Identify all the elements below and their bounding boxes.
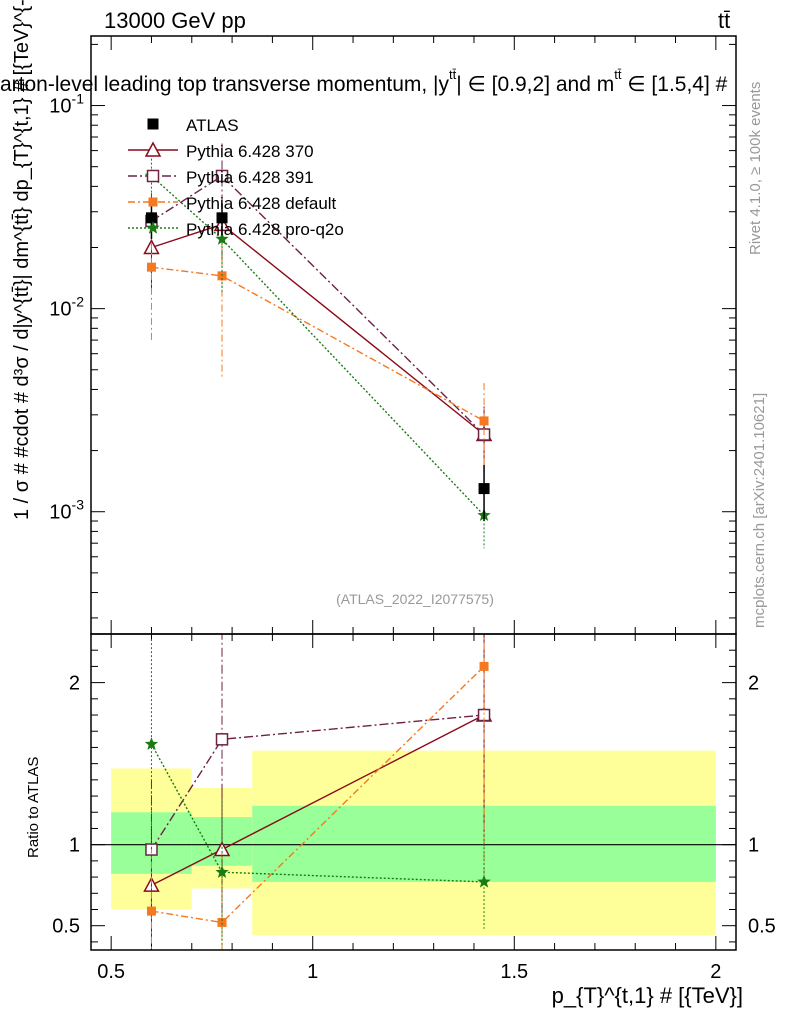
ratio-plot-frame: [90, 633, 737, 951]
ratio-point-2: [146, 906, 156, 916]
plot-title-mid: | ∈ [0.9,2] and m: [456, 73, 614, 96]
series-line-2: [151, 266, 485, 422]
ratio-point-1: [215, 733, 229, 746]
legend-label-2: Pythia 6.428 default: [186, 194, 337, 213]
x-tick-label: 2: [710, 961, 721, 983]
series-line-1: [151, 175, 485, 435]
ratio-point-3: [215, 865, 229, 878]
plot-title-end: ∈ [1.5,4] #: [621, 73, 727, 96]
plot-title-main: arton-level leading top transverse momen…: [0, 73, 449, 96]
legend-marker-3: [146, 221, 160, 234]
data-point: [216, 212, 228, 224]
ratio-tick-label-left: 2: [69, 673, 80, 695]
data-point: [478, 483, 490, 495]
y-tick-label: 10-3: [49, 497, 84, 524]
energy-label: 13000 GeV pp: [104, 8, 246, 33]
ratio-tick-label-left: 1: [69, 835, 80, 857]
series-line-3: [151, 175, 485, 516]
series-point-2: [146, 262, 156, 272]
ratio-point-3: [144, 737, 159, 750]
ratio-tick-label-right: 0.5: [748, 916, 776, 938]
series-point-3: [215, 232, 229, 245]
legend-label-data: ATLAS: [186, 116, 239, 135]
rivet-label: Rivet 4.1.0, ≥ 100k events: [747, 82, 764, 255]
plot-title: arton-level leading top transverse momen…: [0, 67, 728, 96]
ratio-tick-label-right: 1: [748, 835, 759, 857]
ratio-y-axis-label: Ratio to ATLAS: [25, 757, 42, 858]
x-tick-label: 0.5: [97, 961, 125, 983]
ratio-point-3: [477, 874, 491, 888]
legend-marker-data: [147, 118, 159, 130]
legend-label-3: Pythia 6.428 pro-q2o: [186, 220, 344, 239]
mcplots-label: mcplots.cern.ch [arXiv:2401.10621]: [751, 393, 768, 628]
y-tick-label: 10-2: [49, 294, 84, 321]
legend-marker-2: [148, 197, 158, 207]
ratio-tick-label-right: 2: [748, 673, 759, 695]
series-point-1: [215, 169, 229, 183]
x-axis-label: p_{T}^{t,1} # [{TeV}]: [552, 983, 743, 1008]
x-tick-label: 1: [307, 961, 318, 983]
analysis-id: (ATLAS_2022_I2077575): [336, 591, 494, 607]
legend-label-0: Pythia 6.428 370: [186, 142, 314, 161]
y-axis-label: 1 / σ # #cdot # d³σ / d|y^{tt̄}| dm^{tt̄…: [11, 0, 33, 520]
data-point: [145, 212, 157, 224]
ratio-tick-label-left: 0.5: [52, 916, 80, 938]
series-point-2: [479, 416, 489, 426]
ratio-line-3: [150, 743, 485, 883]
legend-label-1: Pythia 6.428 391: [186, 168, 314, 187]
ratio-point-2: [479, 661, 489, 671]
ratio-line-1: [150, 714, 485, 850]
y-tick-label: 10-1: [49, 91, 84, 118]
plot-title-sub2: tt̄: [614, 67, 622, 82]
ratio-point-2: [217, 917, 227, 927]
process-label: tt̄: [718, 8, 730, 33]
legend-marker-1: [146, 169, 160, 183]
legend-marker-0: [144, 141, 162, 157]
plot-title-sub: tt̄: [449, 67, 457, 82]
x-tick-label: 1.5: [500, 961, 528, 983]
